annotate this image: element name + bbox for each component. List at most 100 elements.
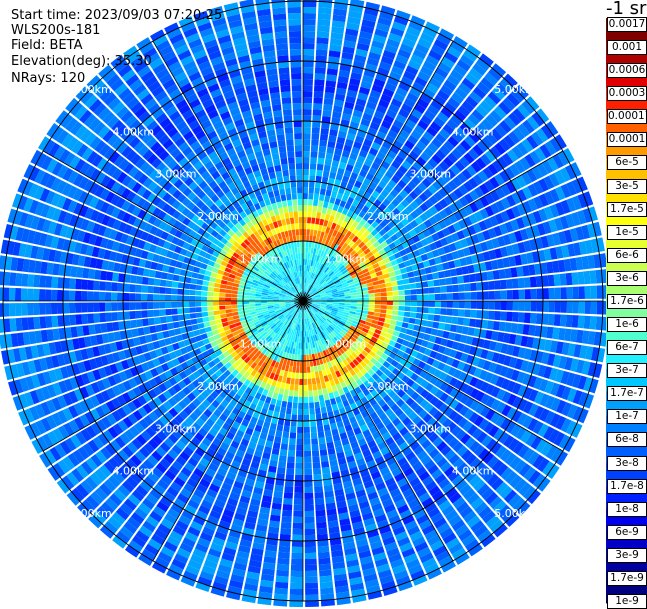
beta-cell [9,288,15,301]
beta-cell [311,432,318,439]
beta-cell [130,275,137,283]
beta-cell [381,292,387,296]
beta-cell [196,285,203,290]
beta-cell [276,381,282,388]
beta-cell [312,212,317,218]
beta-cell [63,290,69,301]
beta-cell [160,280,167,287]
beta-cell [381,297,387,301]
beta-cell [261,303,267,305]
beta-cell [398,285,405,290]
beta-cell [318,437,325,444]
beta-cell [303,109,312,115]
beta-cell [276,400,282,407]
beta-cell [161,324,168,331]
beta-cell [402,273,409,279]
beta-cell [561,287,567,299]
beta-cell [215,278,222,283]
beta-cell [384,319,391,324]
beta-cell [243,307,249,310]
beta-cell [88,269,95,279]
beta-cell [518,278,525,288]
beta-cell [46,316,53,328]
beta-cell [369,305,375,309]
beta-cell [303,25,315,31]
beta-cell [426,321,433,328]
beta-cell [183,308,189,314]
beta-cell [304,415,310,421]
beta-cell [221,280,228,285]
beta-cell [305,535,316,541]
beta-cell [324,485,333,492]
beta-cell [213,302,219,306]
beta-cell [271,509,281,516]
beta-cell [489,301,495,310]
beta-cell [543,288,549,299]
beta-cell [561,301,567,313]
beta-cell [308,205,313,211]
beta-cell [304,469,312,475]
beta-cell [321,128,329,135]
beta-cell [422,288,429,294]
beta-cell [318,558,330,565]
beta-cell [597,285,603,299]
beta-cell [278,552,290,559]
beta-cell [555,288,561,300]
beta-cell [303,361,306,367]
beta-cell [283,504,293,511]
beta-cell [159,302,165,309]
beta-cell [325,214,331,221]
beta-cell [394,270,401,276]
beta-cell [428,314,435,321]
beta-cell [142,318,149,326]
beta-cell [363,304,369,307]
beta-cell [404,284,411,290]
beta-cell [299,391,303,397]
beta-cell [326,190,332,197]
beta-cell [316,516,326,523]
beta-cell [297,361,300,367]
beta-cell [226,285,233,289]
beta-cell [292,547,303,553]
beta-cell [196,312,203,318]
beta-cell [326,208,332,215]
beta-cell [435,294,441,300]
beta-cell [452,285,459,292]
beta-cell [307,217,311,223]
beta-cell [208,316,215,321]
beta-cell [40,316,47,328]
beta-cell [459,301,465,308]
beta-cell [317,37,329,44]
beta-cell [320,376,325,383]
beta-cell [326,153,334,160]
beta-cell [214,315,221,320]
beta-cell [303,61,314,67]
beta-cell [288,444,295,451]
beta-cell [320,576,333,583]
beta-cell [196,279,203,285]
beta-cell [311,223,315,229]
beta-cell [525,301,531,311]
beta-cell [463,318,470,326]
beta-cell [231,298,237,301]
beta-cell [513,301,519,311]
beta-cell [147,294,153,301]
beta-cell [500,311,507,320]
beta-cell [368,290,374,294]
beta-cell [279,388,285,395]
beta-cell [136,319,143,327]
beta-cell [111,292,117,301]
beta-cell [307,373,311,379]
beta-cell [167,323,174,330]
beta-cell [315,182,321,189]
beta-cell [312,127,320,134]
beta-cell [276,576,289,583]
beta-cell [329,197,335,204]
beta-cell [305,511,315,517]
beta-cell [317,25,330,32]
beta-cell [506,279,513,289]
beta-cell [69,291,75,302]
beta-cell [318,552,330,559]
beta-cell [307,229,311,235]
beta-cell [295,379,299,385]
